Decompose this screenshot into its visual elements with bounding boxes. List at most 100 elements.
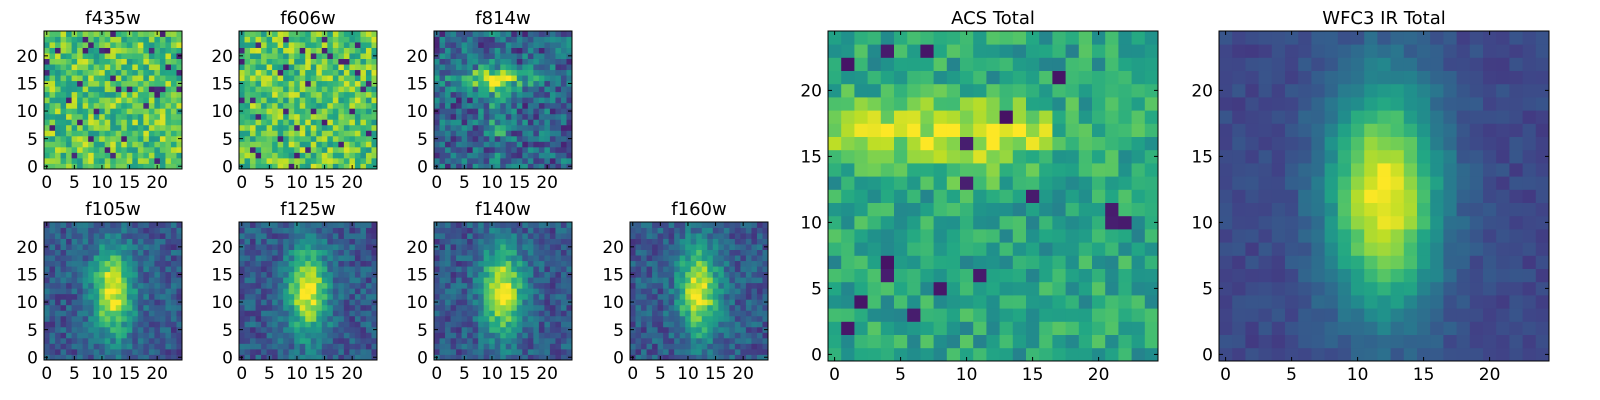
heatmap-cell	[516, 321, 523, 328]
heatmap-cell	[828, 202, 842, 217]
heatmap-cell	[467, 157, 474, 164]
heatmap-cell	[49, 91, 56, 98]
heatmap-cell	[148, 64, 155, 71]
heatmap-cell	[104, 102, 111, 109]
heatmap-cell	[494, 75, 501, 82]
heatmap-cell	[148, 227, 155, 234]
heatmap-cell	[299, 299, 306, 306]
heatmap-cell	[707, 282, 714, 289]
heatmap-cell	[327, 299, 334, 306]
heatmap-cell	[349, 244, 356, 250]
heatmap-cell	[533, 304, 540, 311]
heatmap-cell	[371, 222, 378, 228]
heatmap-cell	[690, 315, 697, 322]
heatmap-cell	[690, 321, 697, 328]
heatmap-cell	[365, 91, 372, 98]
heatmap-cell	[538, 310, 545, 317]
heatmap-cell	[533, 58, 540, 65]
heatmap-cell	[82, 266, 89, 273]
heatmap-cell	[266, 260, 273, 267]
heatmap-cell	[66, 91, 72, 98]
heatmap-cell	[527, 36, 534, 43]
heatmap-cell	[365, 310, 372, 317]
heatmap-cell	[566, 124, 573, 131]
heatmap-cell	[894, 149, 908, 164]
heatmap-cell	[77, 152, 84, 159]
heatmap-cell	[343, 304, 350, 311]
heatmap-cell	[527, 315, 534, 322]
heatmap-cell	[500, 315, 507, 322]
y-tick-label: 0	[27, 157, 38, 177]
heatmap-cell	[343, 157, 350, 164]
heatmap-cell	[1052, 176, 1066, 190]
heatmap-cell	[533, 255, 540, 262]
heatmap-cell	[1144, 242, 1159, 256]
heatmap-cell	[494, 233, 501, 239]
heatmap-cell	[110, 53, 117, 59]
heatmap-cell	[44, 113, 50, 120]
heatmap-cell	[360, 244, 367, 250]
x-tick-label: 10	[481, 364, 503, 384]
heatmap-cell	[316, 146, 323, 153]
heatmap-cell	[104, 227, 111, 234]
heatmap-cell	[841, 268, 855, 283]
heatmap-cell	[338, 113, 345, 120]
heatmap-cell	[652, 288, 658, 295]
heatmap-cell	[549, 130, 556, 137]
heatmap-cell	[946, 281, 961, 296]
heatmap-cell	[66, 36, 72, 43]
heatmap-cell	[439, 282, 446, 289]
heatmap-cell	[478, 53, 485, 59]
heatmap-cell	[516, 277, 523, 284]
heatmap-cell	[461, 91, 468, 98]
heatmap-cell	[478, 244, 485, 250]
heatmap-cell	[159, 58, 166, 65]
heatmap-cell	[305, 266, 312, 273]
heatmap-cell	[544, 337, 551, 344]
heatmap-cell	[250, 326, 256, 333]
heatmap-cell	[1078, 255, 1093, 269]
heatmap-cell	[762, 233, 769, 239]
heatmap-cell	[299, 321, 306, 328]
heatmap-cell	[511, 332, 518, 339]
heatmap-cell	[283, 337, 290, 344]
heatmap-cell	[456, 266, 462, 273]
heatmap-cell	[239, 249, 245, 256]
y-tick-label: 15	[16, 75, 38, 95]
heatmap-cell	[110, 42, 117, 48]
heatmap-cell	[729, 299, 736, 306]
heatmap-cell	[663, 288, 670, 295]
heatmap-cell	[343, 315, 350, 322]
heatmap-cell	[288, 233, 295, 239]
heatmap-cell	[690, 260, 697, 267]
heatmap-cell	[327, 222, 334, 228]
heatmap-cell	[544, 343, 551, 350]
heatmap-cell	[288, 141, 295, 148]
heatmap-cell	[439, 293, 446, 300]
heatmap-cell	[371, 113, 378, 120]
heatmap-cell	[960, 347, 974, 362]
heatmap-cell	[266, 102, 273, 109]
heatmap-cell	[277, 310, 284, 317]
heatmap-cell	[137, 141, 144, 148]
heatmap-cell	[854, 229, 868, 243]
heatmap-cell	[439, 354, 446, 361]
heatmap-cell	[533, 238, 540, 245]
heatmap-cell	[148, 332, 155, 339]
heatmap-cell	[439, 304, 446, 311]
heatmap-cell	[894, 229, 908, 243]
heatmap-cell	[500, 91, 507, 98]
heatmap-cell	[756, 260, 763, 267]
heatmap-cell	[159, 141, 166, 148]
heatmap-cell	[867, 334, 882, 349]
heatmap-cell	[299, 249, 306, 256]
heatmap-cell	[110, 227, 117, 234]
heatmap-cell	[674, 354, 681, 361]
heatmap-cell	[66, 321, 72, 328]
heatmap-cell	[316, 91, 323, 98]
heatmap-cell	[148, 135, 155, 142]
heatmap-cell	[544, 102, 551, 109]
heatmap-cell	[66, 146, 72, 153]
heatmap-cell	[439, 348, 446, 355]
heatmap-cell	[668, 233, 675, 239]
